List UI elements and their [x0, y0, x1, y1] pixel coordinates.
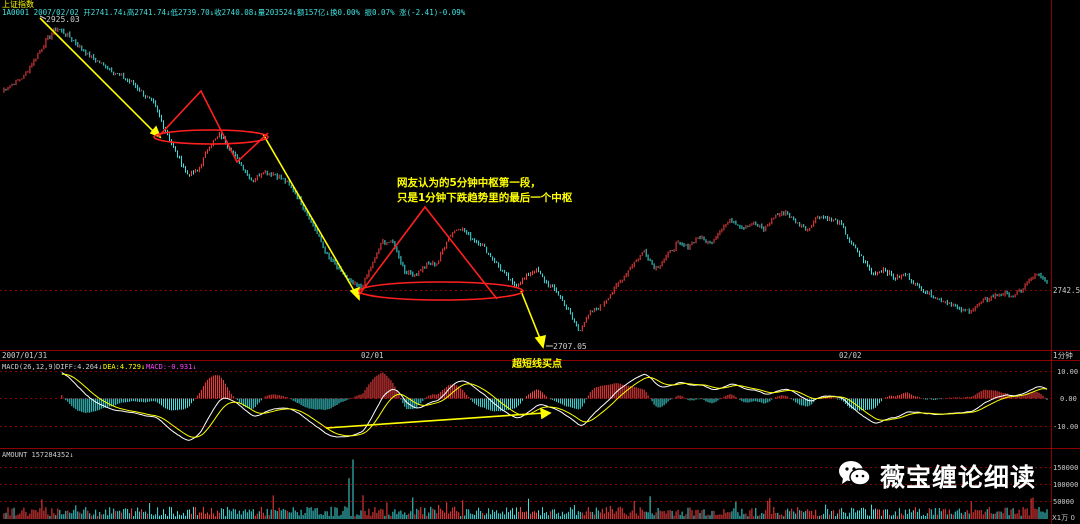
dea-line — [61, 373, 1048, 438]
ref-price-label: 2742.5 — [1053, 286, 1080, 295]
central-hub-1 — [153, 89, 269, 164]
period-label[interactable]: 1分钟 — [1053, 350, 1073, 360]
macd-title: 超短线买点 — [511, 357, 562, 370]
hub2-zigzag — [358, 205, 498, 300]
macd-legend-macd: MACD:-0.931↓ — [146, 363, 197, 371]
wechat-icon — [838, 460, 872, 492]
low-marker: 2707.05 — [546, 342, 587, 351]
high-marker: 2925.03 — [39, 15, 80, 24]
volume-unit: X1万 0 — [1052, 514, 1075, 522]
volume-ytick-3: 50000 — [1053, 498, 1074, 506]
trend-lines — [39, 17, 547, 349]
macd-legend-dea: DEA:4.729↓ — [103, 363, 145, 371]
macd-ytick-3: -10.00 — [1053, 423, 1078, 431]
trend-arrow-2 — [262, 133, 357, 295]
volume-legend: AMOUNT 157284352↓ — [2, 451, 74, 459]
grid-lines — [0, 290, 1051, 502]
macd-ytick-1: 10.00 — [1057, 368, 1078, 376]
diff-line — [61, 372, 1048, 441]
watermark-text: 薇宝缠论细读 — [880, 463, 1037, 492]
hub1-ellipse — [153, 129, 269, 145]
hub1-zigzag — [157, 89, 269, 164]
central-hub-2 — [358, 205, 524, 301]
trend-arrow-3 — [520, 290, 542, 342]
hub2-ellipse — [358, 281, 524, 301]
annotation-line-1: 网友认为的5分钟中枢第一段， — [397, 176, 541, 189]
low-label: 2707.05 — [553, 342, 587, 351]
divergence-arrow — [325, 407, 552, 429]
date-label-1: 2007/01/31 — [2, 351, 47, 360]
volume-bars — [3, 459, 1048, 519]
quote-info-line: 1A0001 2007/02/02 开2741.74↓高2741.74↓低273… — [2, 7, 466, 17]
date-label-2: 02/01 — [361, 351, 384, 360]
macd-legend-params: MACD(26,12,9) — [2, 363, 57, 371]
volume-ytick-2: 100000 — [1053, 481, 1078, 489]
annotation-line-2: 只是1分钟下跌趋势里的最后一个中枢 — [397, 191, 573, 204]
index-name: 上证指数 — [2, 0, 34, 9]
macd-histogram — [61, 372, 1048, 414]
date-label-3: 02/02 — [839, 351, 862, 360]
macd-legend-diff: DIFF:4.264↓ — [56, 363, 102, 371]
volume-ytick-1: 150000 — [1053, 464, 1078, 472]
watermark: 薇宝缠论细读 — [838, 458, 1052, 494]
macd-ytick-2: 0.00 — [1060, 395, 1077, 403]
trend-arrow-1 — [39, 17, 157, 135]
high-label: 2925.03 — [46, 15, 80, 24]
